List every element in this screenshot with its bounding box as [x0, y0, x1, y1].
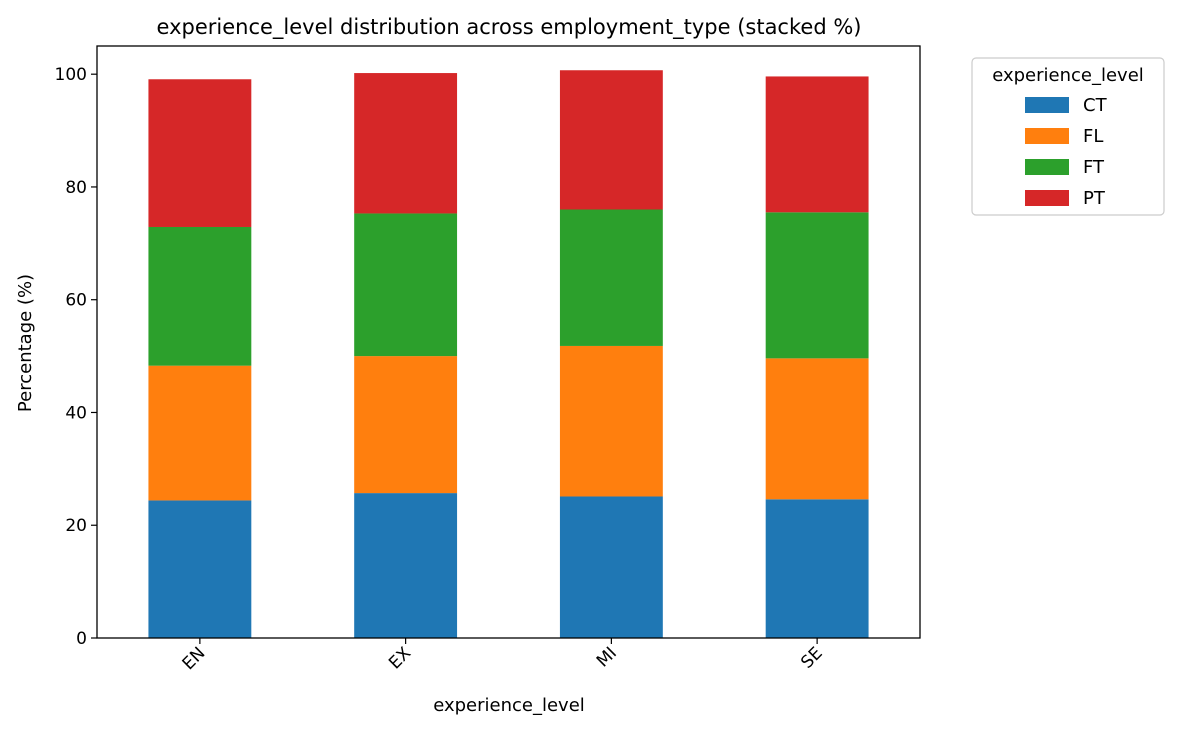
bar-ex-fl — [354, 356, 458, 494]
legend-label-pt: PT — [1083, 188, 1106, 209]
bar-en-ft — [148, 226, 252, 366]
bar-mi-ft — [559, 209, 663, 346]
bar-en-pt — [148, 79, 252, 227]
bar-en-ct — [148, 500, 252, 638]
bar-se-pt — [765, 76, 869, 213]
bar-mi-ct — [559, 496, 663, 638]
bars-group — [148, 70, 869, 638]
bar-ex-ct — [354, 493, 458, 638]
bar-ex-pt — [354, 73, 458, 214]
y-tick-label: 60 — [65, 291, 87, 311]
legend-swatch-fl — [1025, 128, 1069, 144]
y-axis-label: Percentage (%) — [15, 274, 36, 412]
y-tick-label: 20 — [65, 516, 87, 536]
legend-label-fl: FL — [1083, 126, 1103, 147]
legend-title: experience_level — [992, 65, 1144, 86]
bar-se-fl — [765, 358, 869, 500]
legend-swatch-pt — [1025, 190, 1069, 206]
chart-title: experience_level distribution across emp… — [157, 15, 862, 40]
plot-frame — [96, 45, 921, 639]
x-axis: EN EX MI SE — [179, 638, 827, 674]
x-tick-label: MI — [593, 643, 621, 671]
x-tick-label: SE — [797, 643, 826, 672]
y-tick-label: 100 — [55, 65, 87, 85]
bar-mi-pt — [559, 70, 663, 210]
bar-ex-ft — [354, 213, 458, 357]
legend-swatch-ft — [1025, 159, 1069, 175]
y-tick-label: 0 — [76, 629, 87, 649]
legend-swatch-ct — [1025, 97, 1069, 113]
bar-se-ft — [765, 212, 869, 359]
y-axis: 0 20 40 60 80 100 — [55, 65, 97, 649]
x-tick-label: EX — [385, 643, 415, 673]
legend-label-ft: FT — [1083, 157, 1105, 178]
legend: experience_level CT FL FT PT — [971, 57, 1165, 216]
x-axis-label: experience_level — [433, 695, 585, 716]
bar-mi-fl — [559, 345, 663, 497]
bar-se-ct — [765, 499, 869, 638]
y-tick-label: 40 — [65, 403, 87, 423]
legend-label-ct: CT — [1083, 95, 1108, 116]
bar-en-fl — [148, 365, 252, 501]
x-tick-label: EN — [179, 643, 210, 674]
y-tick-label: 80 — [65, 178, 87, 198]
